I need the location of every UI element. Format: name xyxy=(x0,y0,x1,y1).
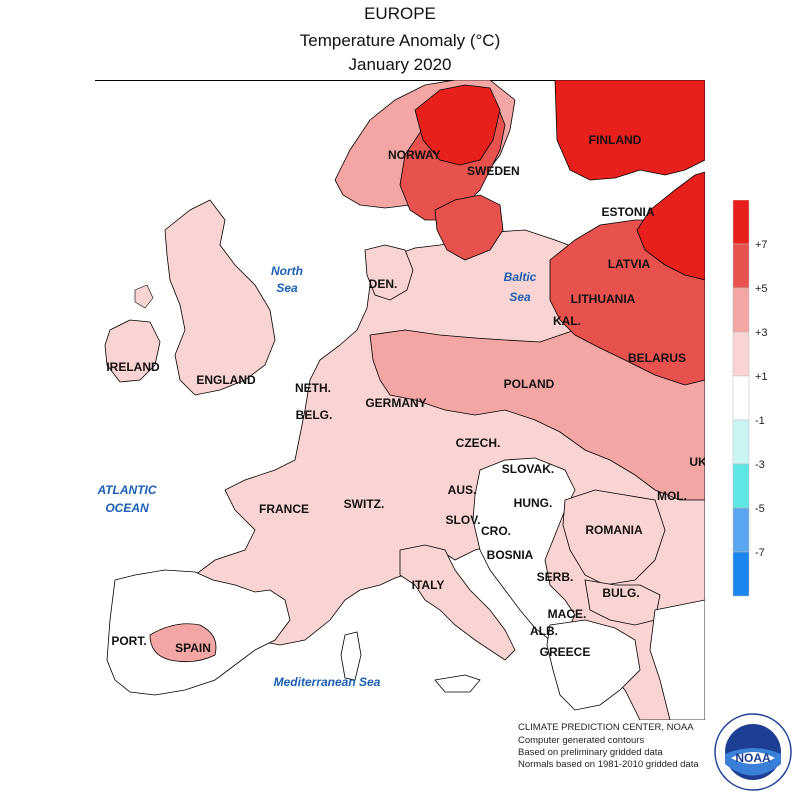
country-label-serbia: SERB. xyxy=(537,570,574,584)
country-label-netherlands: NETH. xyxy=(295,381,331,395)
scotland-islands xyxy=(134,284,154,309)
legend-label: -7 xyxy=(755,547,765,559)
legend-label: -1 xyxy=(755,415,765,427)
denmark-land xyxy=(364,244,414,301)
greece-land xyxy=(546,619,641,711)
country-label-ukraine: UK xyxy=(689,455,705,469)
romania-land xyxy=(562,489,666,586)
sweden-anom-gt7 xyxy=(414,84,501,166)
legend-bin xyxy=(732,287,750,333)
country-label-slovakia: SLOVAK. xyxy=(502,462,554,476)
ireland-land xyxy=(104,319,161,383)
spain-warm-blob xyxy=(149,623,217,663)
baltic-sea-label-2: Sea xyxy=(509,290,531,304)
noaa-logo: NOAA xyxy=(714,713,792,791)
legend-bin xyxy=(732,375,750,421)
country-label-romania: ROMANIA xyxy=(585,523,643,537)
country-label-france: FRANCE xyxy=(259,502,309,516)
legend-bin xyxy=(732,551,750,597)
country-label-italy: ITALY xyxy=(412,578,445,592)
legend-label: +1 xyxy=(755,371,768,383)
country-label-hungary: HUNG. xyxy=(514,496,553,510)
country-label-croatia: CRO. xyxy=(481,524,511,538)
anomaly-map: North Sea Baltic Sea ATLANTIC OCEAN Medi… xyxy=(95,80,705,720)
north-sea-label-2: Sea xyxy=(276,281,298,295)
map-subtitle: Temperature Anomaly (°C) xyxy=(299,31,501,50)
legend-bin xyxy=(732,243,750,289)
country-label-kaliningrad: KAL. xyxy=(553,314,581,328)
russia-anom-gt7 xyxy=(636,171,705,281)
country-label-finland: FINLAND xyxy=(589,133,642,147)
country-label-moldova: MOL. xyxy=(657,489,687,503)
legend-bin xyxy=(732,200,750,245)
mediterranean-label: Mediterranean Sea xyxy=(274,675,381,689)
country-label-germany: GERMANY xyxy=(365,396,426,410)
legend-label: +5 xyxy=(755,283,768,295)
credit-line-1: CLIMATE PREDICTION CENTER, NOAA xyxy=(518,722,694,733)
country-label-slovenia: SLOV. xyxy=(446,513,481,527)
country-label-latvia: LATVIA xyxy=(608,257,651,271)
turkey-land xyxy=(649,599,705,720)
country-label-belarus: BELARUS xyxy=(628,351,686,365)
noaa-logo-text: NOAA xyxy=(735,751,771,765)
country-label-estonia: ESTONIA xyxy=(601,205,654,219)
north-sea-label-1: North xyxy=(271,264,303,278)
map-title: EUROPE xyxy=(364,4,436,23)
country-label-lithuania: LITHUANIA xyxy=(571,292,636,306)
country-label-bulgaria: BULG. xyxy=(602,586,639,600)
country-label-england: ENGLAND xyxy=(196,373,256,387)
italy-land xyxy=(399,544,516,661)
country-label-poland: POLAND xyxy=(504,377,555,391)
sicily-land xyxy=(434,674,481,693)
country-label-greece: GREECE xyxy=(540,645,591,659)
legend-label: -5 xyxy=(755,503,765,515)
country-label-switzerland: SWITZ. xyxy=(344,497,385,511)
legend-bin xyxy=(732,463,750,509)
map-period: January 2020 xyxy=(348,55,452,74)
credit-line-2: Computer generated contours xyxy=(518,735,645,746)
country-label-belgium: BELG. xyxy=(296,408,333,422)
color-legend: +7 +5 +3 +1 -1 -3 -5 -7 xyxy=(732,200,768,597)
atlantic-label-1: ATLANTIC xyxy=(96,483,156,497)
sardinia-land xyxy=(340,631,362,681)
legend-bin xyxy=(732,331,750,377)
south-sweden-anom-5-7 xyxy=(434,194,504,261)
credit-line-4: Normals based on 1981-2010 gridded data xyxy=(518,759,699,770)
credit-line-3: Based on preliminary gridded data xyxy=(518,747,663,758)
country-label-norway: NORWAY xyxy=(388,148,441,162)
country-label-portugal: PORT. xyxy=(111,634,146,648)
country-label-ireland: IRELAND xyxy=(106,360,160,374)
great-britain-land xyxy=(164,199,276,396)
legend-label: -3 xyxy=(755,459,765,471)
country-label-sweden: SWEDEN xyxy=(467,164,520,178)
baltic-sea-label-1: Baltic xyxy=(504,270,537,284)
legend-label: +3 xyxy=(755,327,768,339)
country-label-albania: ALB. xyxy=(530,624,558,638)
country-label-denmark: DEN. xyxy=(369,277,398,291)
country-label-bosnia: BOSNIA xyxy=(487,548,534,562)
balkans-near-normal xyxy=(472,457,576,641)
legend-label: +7 xyxy=(755,239,768,251)
legend-bin xyxy=(732,419,750,465)
legend-bin xyxy=(732,507,750,553)
country-label-austria: AUS. xyxy=(448,483,477,497)
country-label-macedonia: MACE. xyxy=(548,607,587,621)
country-label-spain: SPAIN xyxy=(175,641,211,655)
atlantic-label-2: OCEAN xyxy=(105,501,149,515)
finland-anom-gt7 xyxy=(554,80,705,181)
country-label-czech: CZECH. xyxy=(456,436,501,450)
